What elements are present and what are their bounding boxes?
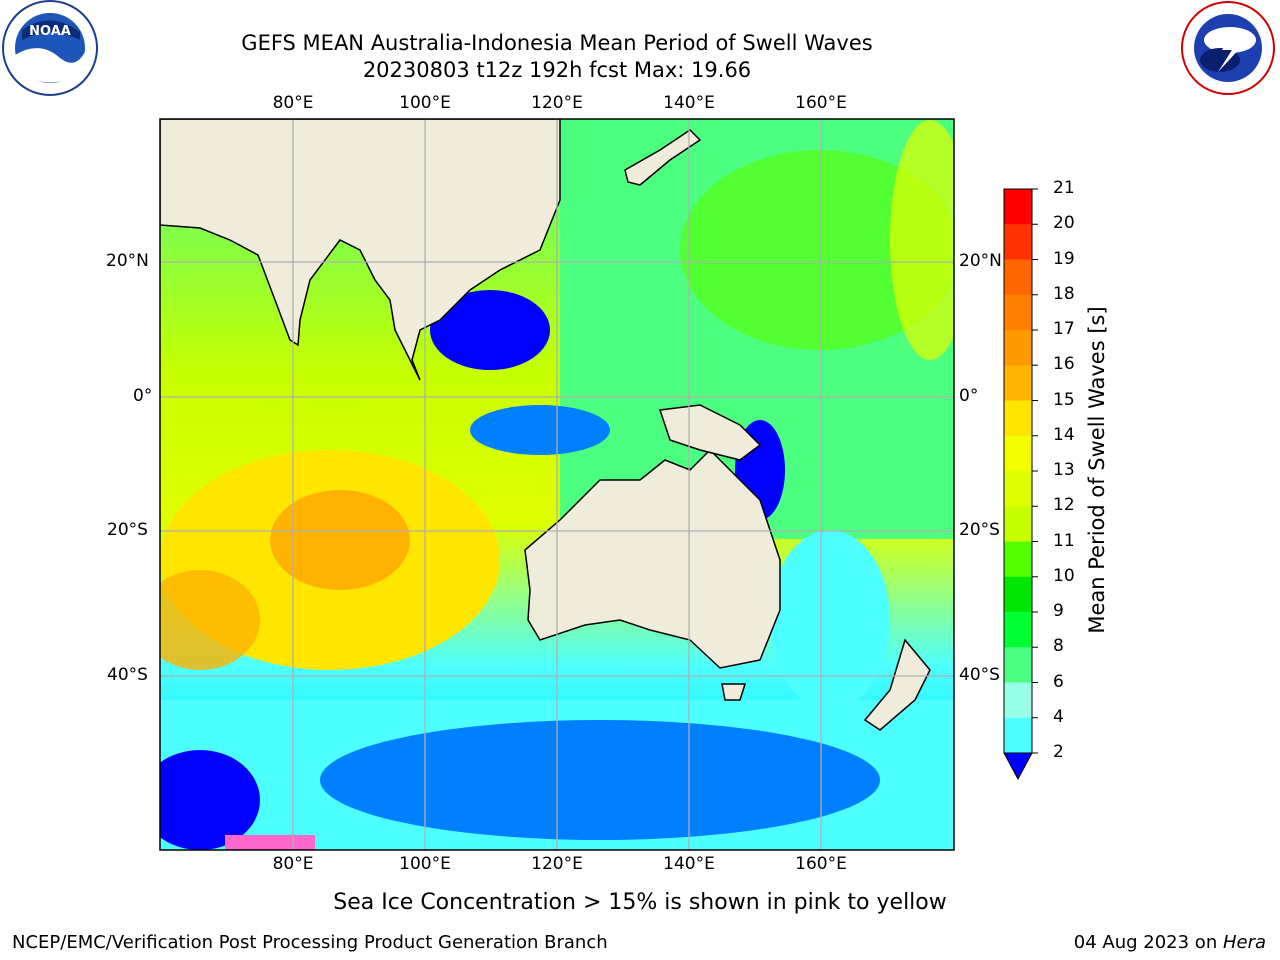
- colorbar-segment: [1004, 682, 1032, 719]
- colorbar-tick-label: 20: [1053, 213, 1075, 234]
- japan: [624, 129, 702, 186]
- colorbar-segment: [1004, 400, 1032, 437]
- north-pacific-patch: [680, 150, 954, 350]
- chart-subtitle: 20230803 t12z 192h fcst Max: 19.66: [362, 58, 752, 82]
- colorbar-segment: [1004, 471, 1032, 507]
- lon-tick-bottom-4: 140°E: [663, 854, 715, 874]
- lon-tick-top-1: 80°E: [272, 93, 314, 113]
- colorbar-tick-label: 17: [1053, 319, 1075, 339]
- colorbar-tick-label: 6: [1053, 671, 1064, 692]
- colorbar-segment: [1004, 647, 1032, 683]
- colorbar: [1003, 188, 1038, 781]
- colorbar-tick-label: 13: [1053, 460, 1075, 480]
- colorbar-tick-label: 9: [1053, 601, 1064, 621]
- sea-ice-note: Sea Ice Concentration > 15% is shown in …: [333, 890, 947, 915]
- sea-ice-strip: [225, 835, 315, 850]
- colorbar-segment: [1004, 294, 1032, 331]
- lon-tick-top-3: 120°E: [531, 93, 583, 113]
- southern-ocean-blue: [320, 720, 880, 840]
- lat-tick-right-1: 20°N: [959, 251, 1002, 271]
- colorbar-segment: [1004, 189, 1032, 225]
- southwest-deep-blue: [160, 750, 260, 850]
- lon-tick-top-2: 100°E: [399, 93, 451, 113]
- colorbar-tick-label: 8: [1053, 636, 1064, 657]
- lat-tick-left-3: 20°S: [107, 520, 148, 540]
- lon-tick-bottom-3: 120°E: [531, 854, 583, 874]
- colorbar-segment: [1004, 365, 1032, 401]
- colorbar-segment: [1004, 435, 1032, 472]
- new-guinea: [658, 404, 762, 461]
- colorbar-tick-label: 2: [1053, 742, 1064, 762]
- lon-tick-top-5: 160°E: [795, 93, 847, 113]
- colorbar-tick-label: 21: [1053, 178, 1075, 198]
- colorbar-tick-label: 11: [1053, 530, 1075, 551]
- date-text: 04 Aug 2023 on: [1073, 932, 1223, 953]
- east-pacific-yellow: [890, 120, 954, 360]
- lon-tick-bottom-5: 160°E: [795, 854, 847, 874]
- colorbar-segment: [1004, 259, 1032, 296]
- noaa-logo: NOAA: [2, 0, 98, 96]
- colorbar-extend-arrow: [1003, 752, 1033, 781]
- landmasses: [160, 119, 931, 731]
- map-frame: [159, 118, 955, 851]
- nws-logo: [1181, 1, 1275, 95]
- host-name: Hera: [1222, 932, 1266, 953]
- colorbar-tick-label: 10: [1053, 565, 1075, 586]
- lat-tick-right-3: 20°S: [959, 520, 1000, 540]
- colorbar-tick-label: 12: [1053, 495, 1075, 516]
- colorbar-segment: [1004, 506, 1032, 542]
- java-sea-blue: [470, 405, 610, 455]
- colorbar-tick-label: 16: [1053, 354, 1075, 375]
- colorbar-label: Mean Period of Swell Waves [s]: [1085, 306, 1109, 634]
- lat-tick-left-1: 20°N: [106, 251, 149, 271]
- indian-ocean-orange-core: [270, 490, 410, 590]
- tasman-cyan: [770, 530, 890, 710]
- colorbar-tick-label: 18: [1053, 283, 1075, 304]
- colorbar-segment: [1004, 612, 1032, 648]
- lat-tick-right-4: 40°S: [959, 665, 1000, 685]
- colorbar-segment: [1004, 541, 1032, 578]
- new-zealand: [863, 638, 931, 731]
- colorbar-tick-label: 19: [1053, 248, 1075, 269]
- colorbar-tick-label: 4: [1053, 706, 1064, 727]
- tasmania: [721, 683, 747, 701]
- lat-tick-right-2: 0°: [959, 386, 979, 406]
- credit-text: NCEP/EMC/Verification Post Processing Pr…: [12, 932, 608, 953]
- south-china-sea-blue: [430, 290, 550, 370]
- lon-tick-bottom-2: 100°E: [399, 854, 451, 874]
- date-stamp: 04 Aug 2023 on Hera: [1074, 932, 1266, 953]
- graticule: [160, 119, 954, 850]
- lon-tick-top-4: 140°E: [663, 93, 715, 113]
- australia: [524, 448, 781, 669]
- west-indian-orange: [160, 570, 260, 670]
- lat-tick-left-4: 40°S: [107, 665, 148, 685]
- colorbar-tick-label: 15: [1053, 389, 1075, 410]
- colorbar-segment: [1004, 224, 1032, 260]
- colorbar-tick-label: 14: [1053, 424, 1075, 445]
- lat-tick-left-2: 0°: [133, 386, 153, 406]
- colorbar-segment: [1004, 330, 1032, 366]
- chart-title: GEFS MEAN Australia-Indonesia Mean Perio…: [241, 31, 873, 55]
- colorbar-segment: [1004, 576, 1032, 613]
- noaa-logo-text: NOAA: [29, 24, 71, 39]
- colorbar-segment: [1004, 717, 1032, 754]
- lon-tick-bottom-1: 80°E: [272, 854, 314, 874]
